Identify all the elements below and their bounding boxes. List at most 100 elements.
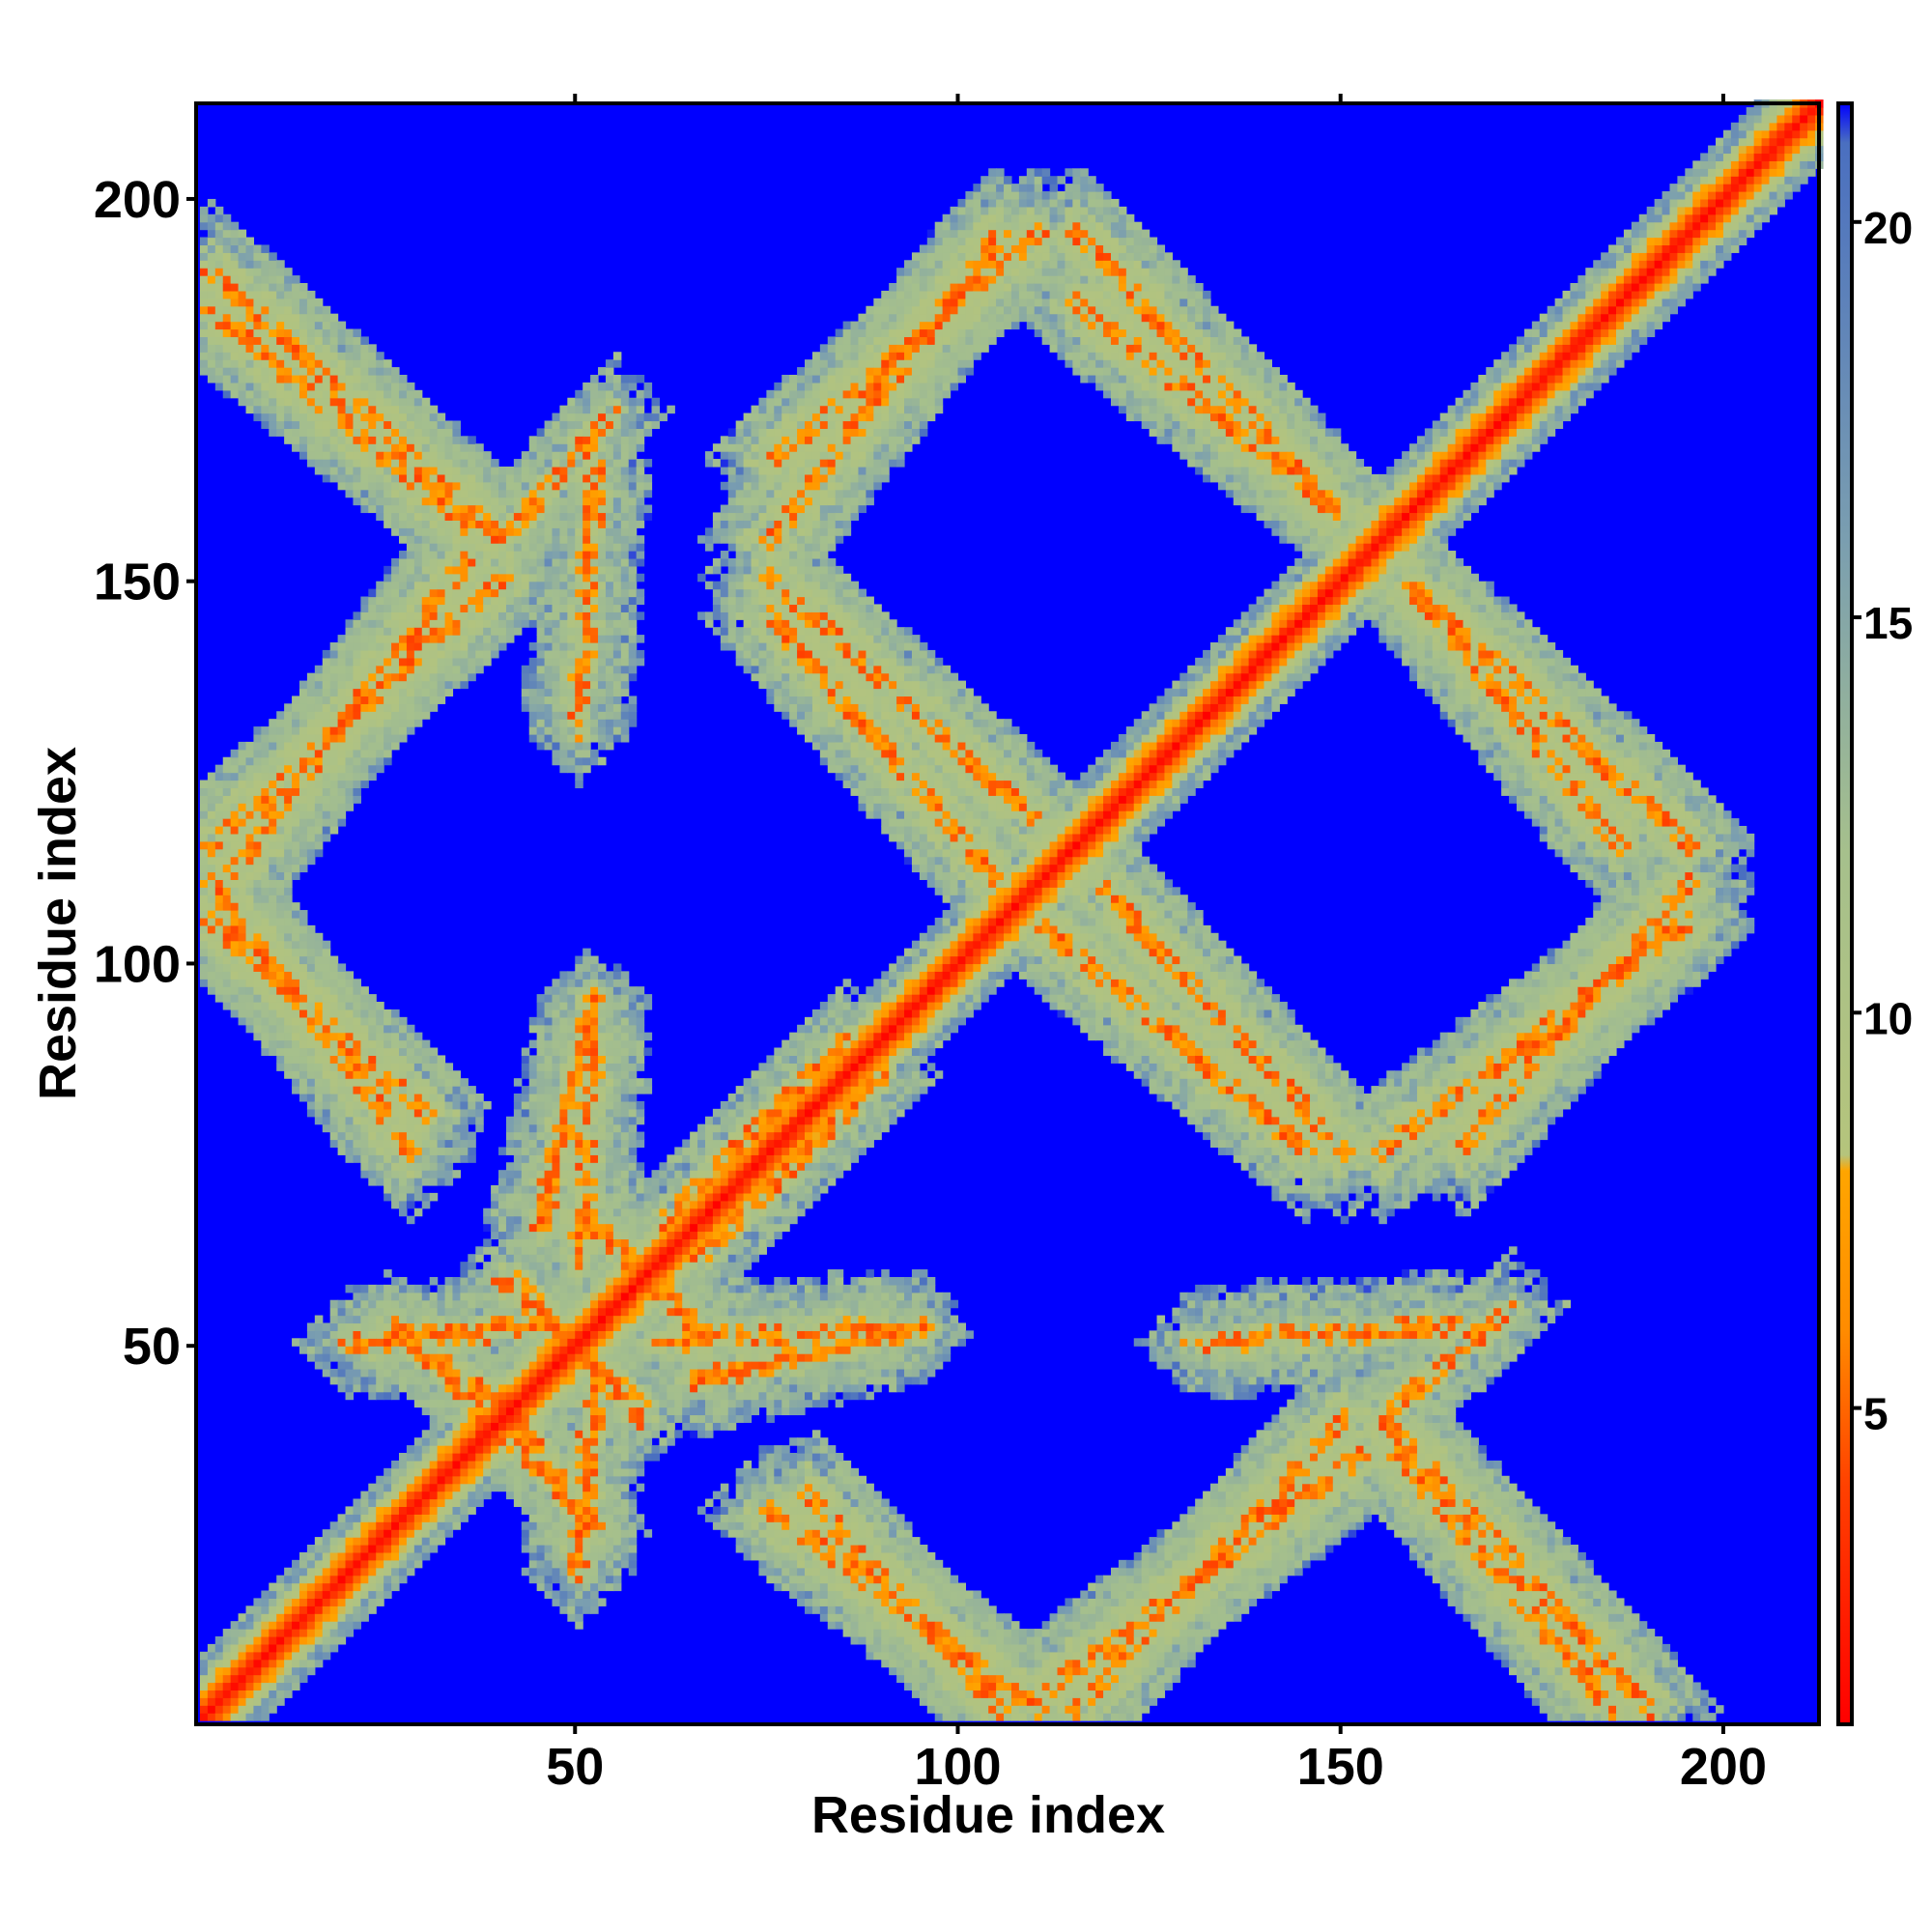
heatmap-cell	[345, 489, 355, 498]
heatmap-cell	[314, 734, 324, 743]
heatmap-cell	[498, 1361, 507, 1370]
heatmap-cell	[353, 1116, 361, 1125]
heatmap-cell	[269, 328, 277, 338]
heatmap-cell	[214, 206, 224, 215]
heatmap-cell	[582, 436, 591, 444]
heatmap-cell	[575, 1307, 583, 1317]
heatmap-cell	[222, 879, 232, 888]
heatmap-cell	[298, 443, 308, 452]
heatmap-cell	[353, 780, 361, 789]
heatmap-cell	[567, 1460, 576, 1469]
heatmap-cell	[521, 1094, 530, 1102]
heatmap-cell	[376, 1299, 384, 1309]
heatmap-cell	[552, 665, 561, 674]
heatmap-cell	[567, 1475, 576, 1485]
heatmap-cell	[306, 726, 316, 735]
heatmap-cell	[222, 221, 232, 231]
heatmap-cell	[360, 1559, 369, 1569]
heatmap-cell	[498, 1147, 507, 1155]
heatmap-cell	[337, 1559, 347, 1569]
heatmap-cell	[322, 756, 331, 766]
heatmap-cell	[544, 1391, 554, 1401]
heatmap-cell	[513, 489, 523, 498]
heatmap-cell	[429, 703, 439, 712]
heatmap-cell	[590, 1170, 599, 1179]
heatmap-cell	[368, 994, 377, 1003]
heatmap-cell	[322, 994, 331, 1003]
heatmap-cell	[483, 543, 492, 552]
heatmap-cell	[284, 787, 293, 796]
heatmap-cell	[276, 1666, 285, 1676]
heatmap-cell	[460, 489, 469, 498]
heatmap-cell	[214, 917, 224, 926]
heatmap-cell	[292, 313, 300, 323]
heatmap-cell	[261, 924, 270, 934]
heatmap-cell	[360, 1613, 369, 1622]
heatmap-cell	[521, 466, 530, 475]
heatmap-cell	[567, 489, 576, 498]
heatmap-cell	[276, 1621, 285, 1630]
heatmap-cell	[498, 1460, 507, 1469]
heatmap-cell	[460, 451, 469, 460]
heatmap-cell	[544, 1123, 554, 1133]
heatmap-cell	[314, 1629, 324, 1637]
heatmap-cell	[360, 1170, 369, 1179]
heatmap-cell	[437, 551, 446, 559]
heatmap-cell	[292, 397, 300, 407]
heatmap-cell	[544, 1223, 554, 1233]
heatmap-cell	[582, 527, 591, 536]
heatmap-cell	[582, 1445, 591, 1454]
heatmap-cell	[322, 948, 331, 957]
heatmap-cell	[222, 764, 232, 774]
heatmap-cell	[536, 1582, 546, 1592]
heatmap-cell	[284, 1651, 293, 1661]
heatmap-cell	[322, 436, 331, 444]
heatmap-cell	[582, 756, 591, 766]
heatmap-cell	[345, 389, 355, 399]
heatmap-cell	[329, 344, 339, 353]
heatmap-cell	[483, 1475, 492, 1485]
heatmap-cell	[559, 657, 568, 667]
heatmap-cell	[245, 1024, 255, 1034]
heatmap-cell	[337, 734, 347, 743]
heatmap-cell	[575, 741, 583, 751]
heatmap-cell	[368, 1147, 377, 1155]
heatmap-cell	[460, 466, 469, 475]
heatmap-cell	[269, 734, 277, 743]
heatmap-cell	[559, 565, 568, 575]
heatmap-cell	[528, 1559, 538, 1569]
heatmap-cell	[421, 451, 431, 460]
heatmap-cell	[391, 627, 400, 636]
heatmap-cell	[345, 703, 355, 712]
heatmap-cell	[245, 244, 255, 253]
heatmap-cell	[399, 1315, 408, 1324]
heatmap-cell	[298, 1094, 308, 1102]
heatmap-cell	[406, 1391, 415, 1401]
heatmap-cell	[284, 367, 293, 376]
heatmap-cell	[253, 305, 262, 315]
heatmap-cell	[598, 1529, 607, 1538]
heatmap-cell	[429, 1437, 439, 1446]
heatmap-cell	[207, 803, 216, 811]
heatmap-cell	[444, 642, 454, 651]
heatmap-cell	[245, 955, 255, 965]
heatmap-cell	[253, 795, 262, 804]
heatmap-cell	[222, 848, 232, 858]
heatmap-cell	[391, 405, 400, 414]
heatmap-cell	[253, 887, 262, 895]
heatmap-cell	[552, 428, 561, 437]
heatmap-cell	[322, 397, 331, 407]
heatmap-cell	[376, 397, 384, 407]
heatmap-cell	[222, 1690, 232, 1698]
heatmap-cell	[475, 1414, 484, 1423]
heatmap-cell	[391, 1567, 400, 1577]
heatmap-cell	[322, 1575, 331, 1584]
heatmap-cell	[368, 367, 377, 376]
heatmap-cell	[368, 772, 377, 781]
heatmap-cell	[536, 642, 546, 651]
heatmap-cell	[276, 367, 285, 376]
heatmap-cell	[284, 902, 293, 911]
heatmap-cell	[406, 1162, 415, 1171]
heatmap-cell	[575, 1078, 583, 1087]
heatmap-cell	[337, 1629, 347, 1637]
